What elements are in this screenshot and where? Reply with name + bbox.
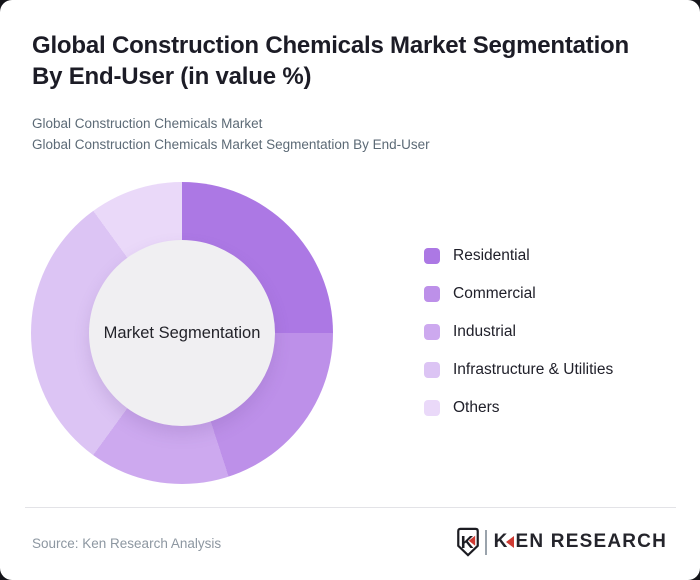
- subtitle-line-1: Global Construction Chemicals Market: [32, 116, 263, 131]
- legend-item-industrial: Industrial: [424, 323, 613, 340]
- legend: Residential Commercial Industrial Infras…: [424, 247, 614, 438]
- legend-item-commercial: Commercial: [424, 285, 613, 302]
- legend-label: Commercial: [453, 285, 536, 302]
- donut-center-label: Market Segmentation: [103, 323, 261, 342]
- legend-swatch-industrial: [424, 324, 440, 340]
- legend-item-infrastructure-utilities: Infrastructure & Utilities: [424, 361, 614, 378]
- legend-swatch-infrastructure-utilities: [424, 362, 440, 378]
- legend-label: Residential: [453, 247, 530, 264]
- legend-item-residential: Residential: [424, 247, 613, 264]
- svg-text:K: K: [460, 532, 473, 552]
- red-wedge-icon: [505, 536, 514, 548]
- footer-divider: [25, 507, 676, 508]
- legend-item-others: Others: [424, 399, 613, 416]
- ken-research-logo: K K EN RESEARCH: [456, 526, 667, 558]
- legend-label: Others: [453, 399, 500, 416]
- donut-chart: Market Segmentation: [31, 182, 333, 484]
- legend-label: Infrastructure & Utilities: [453, 361, 614, 378]
- source-note: Source: Ken Research Analysis: [32, 536, 222, 551]
- logo-divider: [484, 529, 487, 555]
- ken-research-emblem-icon: K: [456, 527, 479, 557]
- legend-swatch-commercial: [424, 286, 440, 302]
- legend-label: Industrial: [453, 323, 516, 340]
- wordmark-rest: EN RESEARCH: [515, 531, 667, 552]
- subtitle-line-2: Global Construction Chemicals Market Seg…: [32, 137, 430, 152]
- donut-center: Market Segmentation: [89, 240, 275, 426]
- legend-swatch-residential: [424, 248, 440, 264]
- page-title: Global Construction Chemicals Market Seg…: [32, 32, 629, 90]
- wordmark-k: K: [493, 531, 509, 552]
- chart-subtitles: Global Construction Chemicals Market Glo…: [32, 113, 430, 155]
- logo-wordmark: K EN RESEARCH: [494, 531, 667, 553]
- legend-swatch-others: [424, 400, 440, 416]
